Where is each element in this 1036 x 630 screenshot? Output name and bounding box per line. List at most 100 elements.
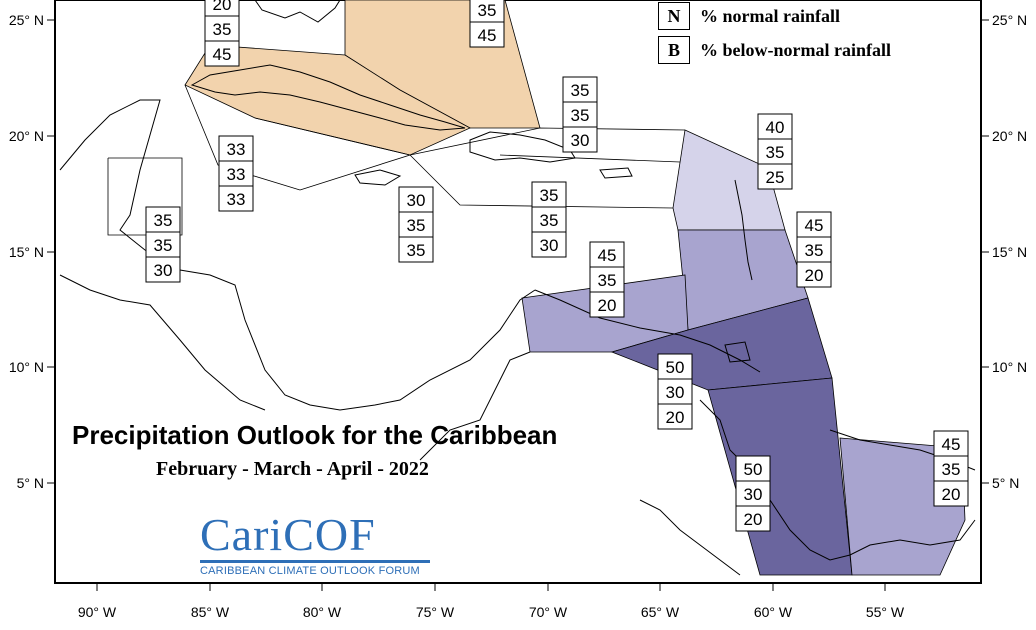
probability-value: 30 xyxy=(571,131,590,150)
probability-value: 33 xyxy=(227,165,246,184)
probability-box xyxy=(796,261,832,288)
legend-b-label: % below-normal rainfall xyxy=(700,39,891,60)
pacific-coast xyxy=(639,499,741,576)
probability-value: 35 xyxy=(540,186,559,205)
probability-value: 35 xyxy=(598,271,617,290)
x-axis-labels: 90° W 85° W 80° W 75° W 70° W 65° W 60° … xyxy=(78,604,905,620)
probability-box xyxy=(398,236,434,263)
antilles-chain xyxy=(734,179,753,281)
logo-name-part2: COF xyxy=(283,509,376,560)
probability-box xyxy=(218,185,254,212)
probability-box xyxy=(531,231,567,258)
probability-value: 45 xyxy=(478,26,497,45)
probability-box xyxy=(469,21,505,48)
probability-value: 30 xyxy=(540,236,559,255)
probability-box xyxy=(589,241,625,268)
logo-name-part1: Cari xyxy=(200,509,284,560)
probability-value: 40 xyxy=(766,118,785,137)
probability-value: 50 xyxy=(744,460,763,479)
x-tick-label: 70° W xyxy=(529,604,568,620)
probability-value: 45 xyxy=(213,45,232,64)
probability-box xyxy=(757,113,793,140)
florida-coast xyxy=(254,0,341,23)
trinidad-coast xyxy=(724,341,751,363)
probability-box xyxy=(145,206,181,233)
probability-box xyxy=(531,206,567,233)
jamaica-coast xyxy=(354,169,402,186)
probability-box xyxy=(145,256,181,283)
probability-box xyxy=(589,291,625,318)
hispaniola-coast xyxy=(469,131,576,163)
cuba-coast xyxy=(190,64,466,131)
venezuela-coast xyxy=(534,289,761,373)
y-tick-label: 10° N xyxy=(992,359,1027,375)
probability-value: 35 xyxy=(154,236,173,255)
probability-box xyxy=(933,455,969,482)
probability-value: 50 xyxy=(666,358,685,377)
y-tick-label: 20° N xyxy=(992,128,1027,144)
probability-box xyxy=(657,403,693,430)
probability-value: 33 xyxy=(227,140,246,159)
probability-box xyxy=(204,40,240,67)
probability-value: 35 xyxy=(571,106,590,125)
legend-b-key: B xyxy=(658,36,690,64)
probability-box xyxy=(933,480,969,507)
probability-value: 20 xyxy=(213,0,232,14)
y-tick-label: 20° N xyxy=(9,128,44,144)
probability-box xyxy=(204,15,240,42)
y-axis-labels-right: 25° N 20° N 15° N 10° N 5° N xyxy=(992,12,1027,491)
probability-box xyxy=(657,378,693,405)
probability-box xyxy=(735,505,771,532)
x-tick-label: 85° W xyxy=(191,604,230,620)
caricof-logo: CariCOF CARIBBEAN CLIMATE OUTLOOK FORUM xyxy=(200,512,435,577)
y-tick-label: 15° N xyxy=(9,244,44,260)
probability-value: 20 xyxy=(598,296,617,315)
region-boundaries xyxy=(107,84,686,236)
probability-box xyxy=(796,236,832,263)
y-tick-label: 15° N xyxy=(992,244,1027,260)
x-tick-label: 90° W xyxy=(78,604,117,620)
probability-value: 20 xyxy=(666,408,685,427)
y-tick-label: 5° N xyxy=(17,475,44,491)
probability-box xyxy=(398,211,434,238)
y-tick-label: 25° N xyxy=(9,12,44,28)
map-subtitle: February - March - April - 2022 xyxy=(156,458,429,480)
probability-value: 35 xyxy=(571,81,590,100)
probability-value: 45 xyxy=(598,246,617,265)
probability-value: 33 xyxy=(227,190,246,209)
probability-value: 45 xyxy=(942,435,961,454)
probability-box xyxy=(218,135,254,162)
probability-value: 20 xyxy=(744,510,763,529)
colombia-coast xyxy=(419,351,531,461)
probability-value: 35 xyxy=(407,216,426,235)
probability-box xyxy=(531,181,567,208)
x-tick-label: 65° W xyxy=(641,604,680,620)
puerto-rico-coast xyxy=(599,167,633,179)
logo-wordmark: CariCOF xyxy=(200,512,435,558)
central-america-inner xyxy=(59,274,266,411)
probability-value: 30 xyxy=(744,485,763,504)
x-tick-label: 60° W xyxy=(754,604,793,620)
probability-value: 20 xyxy=(942,485,961,504)
probability-value: 35 xyxy=(805,241,824,260)
y-tick-label: 25° N xyxy=(992,12,1027,28)
map-title: Precipitation Outlook for the Caribbean xyxy=(72,420,558,450)
central-america-coast xyxy=(59,99,536,411)
x-tick-label: 80° W xyxy=(303,604,342,620)
legend-n-label: % normal rainfall xyxy=(700,5,840,26)
probability-value: 30 xyxy=(666,383,685,402)
logo-rule xyxy=(200,560,430,563)
probability-value: 45 xyxy=(805,216,824,235)
probability-value: 30 xyxy=(407,191,426,210)
legend-normal: N % normal rainfall xyxy=(658,2,840,30)
probability-value: 35 xyxy=(154,211,173,230)
probability-box xyxy=(562,126,598,153)
probability-box xyxy=(757,163,793,190)
y-tick-label: 10° N xyxy=(9,359,44,375)
y-tick-label: 5° N xyxy=(992,475,1019,491)
legend-below: B % below-normal rainfall xyxy=(658,36,891,64)
probability-value: 35 xyxy=(213,20,232,39)
axis-ticks xyxy=(47,19,989,591)
probability-value: 35 xyxy=(942,460,961,479)
